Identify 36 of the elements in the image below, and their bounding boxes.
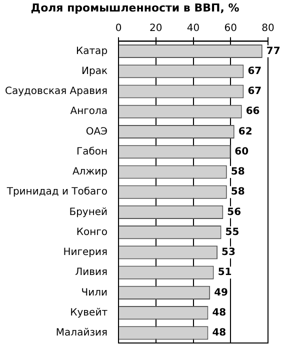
y-tick-label: Тринидад и Тобаго xyxy=(6,186,108,198)
y-tick-label: Кувейт xyxy=(70,307,108,318)
y-tick-label: Нигерия xyxy=(63,247,108,258)
data-label: 67 xyxy=(248,86,262,98)
data-label: 55 xyxy=(225,226,240,238)
data-label: 48 xyxy=(212,328,226,339)
y-tick-label: Малайзия xyxy=(56,328,108,339)
x-tick-label: 40 xyxy=(186,22,200,34)
y-tick-label: Саудовская Аравия xyxy=(4,86,108,98)
data-label: 77 xyxy=(266,46,280,57)
y-tick-label: Катар xyxy=(76,46,108,57)
data-label: 53 xyxy=(222,247,236,258)
y-tick-label: Ирак xyxy=(82,66,108,77)
y-tick-label: Бруней xyxy=(69,206,108,218)
chart-title: Доля промышленности в ВВП, % xyxy=(30,1,240,14)
data-label: 60 xyxy=(234,146,249,158)
x-tick-label: 0 xyxy=(115,22,122,34)
data-label: 66 xyxy=(246,106,260,118)
y-tick-label: Конго xyxy=(76,226,108,238)
data-label: 48 xyxy=(212,307,226,318)
x-tick-label: 20 xyxy=(150,22,162,34)
data-label: 62 xyxy=(238,126,252,138)
data-label: 56 xyxy=(227,206,242,218)
y-tick-label: ОАЭ xyxy=(86,126,108,138)
data-label: 49 xyxy=(214,287,228,298)
y-tick-label: Габон xyxy=(76,146,108,158)
y-tick-label: Ливия xyxy=(75,267,108,278)
x-tick-label: 80 xyxy=(262,22,274,34)
data-label: 67 xyxy=(248,66,262,77)
y-tick-label: Ангола xyxy=(70,106,108,118)
data-label: 51 xyxy=(218,267,232,278)
x-tick-label: 60 xyxy=(224,22,237,34)
data-label: 58 xyxy=(230,186,245,198)
y-tick-label: Чили xyxy=(81,287,108,298)
data-label: 58 xyxy=(230,166,245,178)
y-tick-label: Алжир xyxy=(72,166,108,178)
